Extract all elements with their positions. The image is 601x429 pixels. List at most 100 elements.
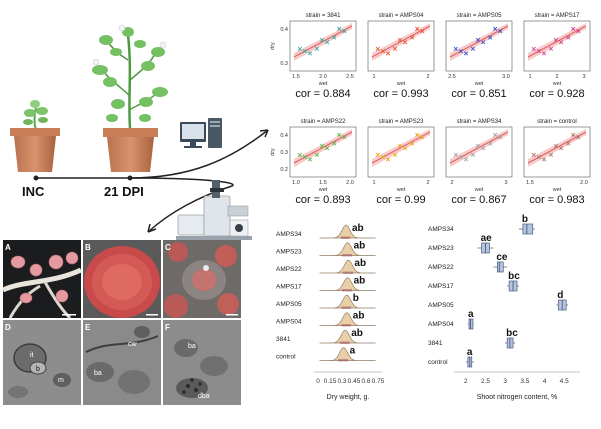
box-row: AMPS04 a xyxy=(428,309,474,330)
ridge-density xyxy=(319,294,376,309)
ridge-density xyxy=(319,224,376,239)
scatter-strain-title: strain = AMPS04 xyxy=(379,13,425,19)
panel-letter-e: E xyxy=(85,323,91,332)
ridge-group-letter: ab xyxy=(354,241,366,252)
scatter-point xyxy=(576,28,581,34)
scatter-strain-title: strain = AMPS22 xyxy=(301,119,347,125)
scatter-point xyxy=(481,40,486,45)
ridge-category-label: AMPS05 xyxy=(276,301,302,308)
ridge-group-letter: ab xyxy=(354,258,366,269)
ridge-category-label: AMPS04 xyxy=(276,319,302,326)
scatter-y-tick: 0.3 xyxy=(280,61,288,67)
panel-letter-a: A xyxy=(5,243,11,252)
scatter-x-tick: 2.0 xyxy=(580,180,588,186)
box-iqr xyxy=(522,223,534,235)
scatter-point xyxy=(332,35,337,40)
scatter-x-tick: 1.5 xyxy=(526,180,534,186)
workflow-section: INC 21 DPI xyxy=(10,24,269,240)
ridge-row: AMPS22 ab xyxy=(276,258,376,274)
scatter-point xyxy=(337,132,342,137)
scatter-point xyxy=(314,46,320,51)
ridge-x-tick: 0.75 xyxy=(372,378,385,385)
ridge-density xyxy=(319,259,376,274)
scatter-point xyxy=(410,35,415,40)
micrograph-c: C xyxy=(163,240,241,318)
scatter-x-label: wet xyxy=(318,81,328,87)
scatter-strain-title: strain = control xyxy=(537,119,577,125)
scatter-x-tick: 2 xyxy=(426,180,429,186)
scatter-point xyxy=(302,49,308,54)
micrograph-d: it b m D xyxy=(3,320,81,405)
scatter-point xyxy=(375,46,380,52)
ridge-row: AMPS34 ab xyxy=(276,223,376,239)
annotation-b: b xyxy=(36,366,40,373)
ridge-group-letter: ab xyxy=(353,311,365,322)
scatter-x-label: wet xyxy=(552,81,562,87)
box-group-letter: d xyxy=(557,290,563,301)
scatter-x-tick: 2.5 xyxy=(346,74,354,80)
scatter-strain-title: strain = AMPS05 xyxy=(457,13,503,19)
scatter-correlation: cor = 0.893 xyxy=(295,194,350,206)
scatter-x-tick: 2.0 xyxy=(346,180,354,186)
scatter-x-tick: 1.5 xyxy=(319,180,327,186)
box-x-tick: 2.5 xyxy=(481,378,490,385)
ridge-group-letter: ab xyxy=(352,223,364,234)
micrograph-b: B xyxy=(83,240,161,318)
scatter-point xyxy=(463,51,469,56)
scatter-point xyxy=(531,46,536,52)
scatter-correlation: cor = 0.867 xyxy=(451,194,506,206)
dpi-label: 21 DPI xyxy=(104,184,144,199)
scatter-x-tick: 3.0 xyxy=(502,74,510,80)
scatter-x-tick: 2.0 xyxy=(319,74,327,80)
scatter-point xyxy=(488,35,493,40)
scatter-point xyxy=(481,146,486,151)
scatter-panel: strain = 3841 1.5 2.0 2.5 0.4 0.3 wet dry cor = … xyxy=(270,13,357,100)
annotation-ba-f: ba xyxy=(188,343,196,350)
scatter-x-tick: 1 xyxy=(372,74,375,80)
scatter-point xyxy=(498,134,503,140)
scatter-point xyxy=(307,51,313,56)
box-row: AMPS22 ce xyxy=(428,252,508,273)
scatter-point xyxy=(463,157,469,162)
scatter-point xyxy=(488,141,493,146)
scatter-y-label: dry xyxy=(270,148,276,156)
scatter-x-label: wet xyxy=(396,81,406,87)
box-x-label: Shoot nitrogen content, % xyxy=(477,394,558,401)
box-group-letter: a xyxy=(468,309,474,320)
scatter-point xyxy=(297,152,302,158)
scatter-point xyxy=(470,46,476,51)
scatter-x-label: wet xyxy=(474,187,484,193)
scatter-point xyxy=(475,143,481,149)
scatter-y-label: dry xyxy=(270,42,276,50)
scatter-point xyxy=(385,157,391,162)
ridge-category-label: AMPS34 xyxy=(276,231,302,238)
scatter-point xyxy=(531,152,536,158)
dry-weight-ridgeline-chart: AMPS34abAMPS23abAMPS22abAMPS17abAMPS05bA… xyxy=(276,223,385,401)
scatter-point xyxy=(325,146,330,151)
box-group-letter: bc xyxy=(506,328,518,339)
ridge-group-letter: ab xyxy=(351,328,363,339)
scatter-point xyxy=(342,28,347,34)
scatter-point xyxy=(453,152,458,158)
computer-icon xyxy=(180,118,222,148)
inc-label: INC xyxy=(22,184,45,199)
ridge-row: 3841 ab xyxy=(276,328,376,344)
box-category-label: AMPS05 xyxy=(428,302,454,309)
panel-letter-d: D xyxy=(5,323,11,332)
box-group-letter: b xyxy=(522,214,528,225)
scatter-correlation: cor = 0.983 xyxy=(529,194,584,206)
scatter-point xyxy=(397,143,403,149)
scatter-point xyxy=(307,157,313,162)
scatter-point xyxy=(566,141,571,146)
scatter-x-tick: 1 xyxy=(372,180,375,186)
annotation-m: m xyxy=(58,377,64,384)
scatter-strain-title: strain = AMPS17 xyxy=(535,13,581,19)
panel-letter-c: C xyxy=(165,243,171,252)
scatter-strain-title: strain = AMPS34 xyxy=(457,119,503,125)
micrograph-grid: A B C xyxy=(1,240,241,405)
box-x-tick: 4.5 xyxy=(560,378,569,385)
scatter-strain-title: strain = AMPS23 xyxy=(379,119,425,125)
